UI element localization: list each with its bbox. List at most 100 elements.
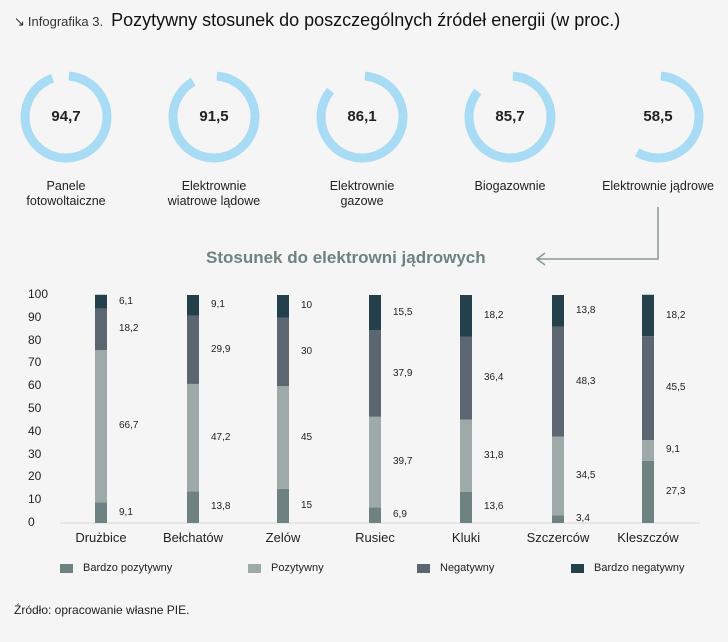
data-label: 15,5 [393,306,413,318]
data-label: 34,5 [576,469,596,481]
legend-item: Pozytywny [248,562,324,574]
bar-segment [369,295,381,331]
donut-label-line: fotowoltaiczne [26,194,106,208]
bar-segment [460,419,472,492]
category-label: Szczerców [526,530,590,545]
y-tick-label: 70 [28,355,42,370]
data-label: 30 [301,346,313,357]
donut-arc [464,71,556,163]
legend-item: Negatywny [417,562,494,574]
donut-label: Elektrownie jądrowe [593,179,723,194]
category-label: Drużbice [75,530,127,545]
data-label: 9,1 [211,299,225,311]
data-label: 10 [301,300,313,312]
data-label: 45 [301,431,313,443]
donut-value: 94,7 [51,108,81,125]
bar-segment [460,491,472,523]
category-label: Rusiec [355,530,395,545]
chart-subtitle: Stosunek do elektrowni jądrowych [206,248,486,267]
donut-arc [168,71,260,163]
y-tick-label: 60 [28,378,42,393]
data-label: 3,4 [576,513,590,525]
donut-value: 86,1 [347,108,377,125]
bar-segment [95,350,107,503]
legend-swatch [571,563,584,573]
data-label: 39,7 [393,456,413,467]
y-tick-label: 50 [28,401,42,415]
bar-segment [552,436,564,516]
legend-label: Bardzo negatywny [594,562,685,574]
y-tick-label: 80 [28,332,42,347]
bar-segment [277,317,289,387]
category-label: Kluki [451,530,481,545]
donut-label: Elektrownie wiatrowe lądowe [149,179,279,209]
infographic-header: ↘ Infografika 3. Pozytywny stosunek do p… [14,10,620,31]
donut-label-line: Elektrownie [329,179,395,193]
data-label: 37,9 [393,367,413,379]
data-label: 18,2 [119,323,139,335]
y-tick-label: 30 [28,446,42,461]
donut-value: 85,7 [495,108,525,125]
bar-segment [369,507,381,523]
legend-swatch [417,563,430,573]
bar-segment [460,295,472,337]
data-label: 13,8 [576,304,596,316]
y-tick-label: 20 [28,469,42,484]
bar-segment [642,336,654,441]
arrow-down-right-icon: ↘ [14,14,25,29]
data-label: 13,8 [211,501,231,513]
legend-label: Pozytywny [271,562,324,574]
page-title: Pozytywny stosunek do poszczególnych źró… [111,10,621,30]
data-label: 9,1 [666,444,680,456]
data-label: 29,9 [211,343,231,355]
bar-segment [187,295,199,316]
data-label: 13,6 [484,501,504,513]
data-label: 47,2 [211,431,231,443]
bar-segment [277,386,289,489]
donut-value: 58,5 [643,108,673,125]
data-label: 36,4 [484,371,504,383]
donut-label-line: Panele [46,179,86,193]
legend-item: Bardzo pozytywny [60,562,172,574]
bar-segment [369,416,381,508]
donut-label: Elektrownie gazowe [297,179,427,209]
data-label: 45,5 [666,382,686,394]
bar-segment [642,440,654,461]
donut-label: Biogazownie [445,179,575,194]
data-label: 6,1 [119,295,133,307]
bar-segment [187,315,199,384]
donut-label-line: wiatrowe lądowe [167,194,261,208]
data-label: 31,8 [484,449,504,461]
donut-arc [20,71,112,163]
data-label: 48,3 [576,375,596,387]
bar-segment [552,326,564,437]
bar-segment [95,308,107,351]
data-label: 9,1 [119,506,133,518]
bar-segment [460,336,472,420]
category-label: Bełchatów [163,530,223,545]
y-tick-label: 10 [28,492,42,507]
arrow-left-icon [535,252,546,266]
donut-label-line: Elektrownie [181,179,247,193]
data-label: 18,2 [666,309,686,321]
data-label: 6,9 [393,509,407,521]
bar-segment [187,383,199,492]
bar-segment [642,460,654,523]
donut-charts [20,71,704,163]
bar-segment [95,502,107,523]
donut-arc [316,71,408,163]
bar-segment [277,295,289,318]
y-tick-label: 0 [28,515,35,529]
donut-label-line: Elektrownie jądrowe [602,179,714,193]
y-tick-label: 90 [28,309,42,324]
data-label: 27,3 [666,485,686,497]
legend-label: Bardzo pozytywny [83,562,173,574]
bar-segment [552,295,564,327]
legend-label: Negatywny [440,562,495,574]
bar-segment [642,294,654,337]
y-tick-label: 40 [28,423,42,438]
category-label: Zelów [265,530,301,545]
bar-segment [277,488,289,523]
data-label: 18,2 [484,309,504,321]
